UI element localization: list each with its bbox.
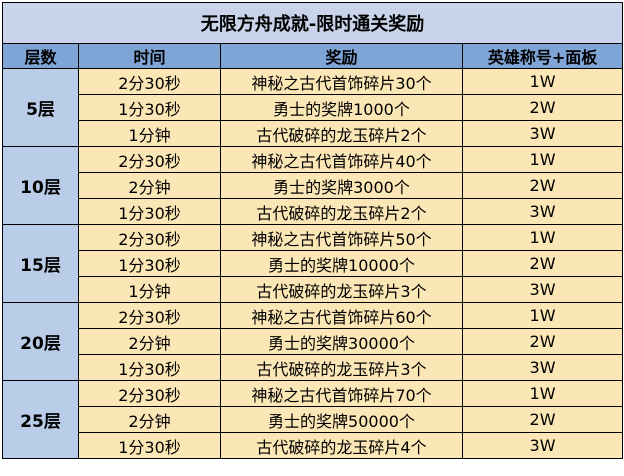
- header-floor: 层数: [2, 43, 79, 69]
- hero-cell: 2W: [461, 172, 624, 199]
- reward-table: 无限方舟成就-限时通关奖励 层数 时间 奖励 英雄称号+面板 5层 2分30秒 神秘…: [1, 2, 624, 459]
- table-row: 15层 2分30秒 神秘之古代首饰碎片50个 1W: [2, 224, 624, 303]
- header-row: 层数 时间 奖励 英雄称号+面板: [2, 43, 624, 69]
- floor-cell: 10层: [2, 146, 79, 225]
- table-row: 1分钟 古代破碎的龙玉碎片2个 3W: [3, 120, 624, 147]
- header-reward: 奖励: [220, 43, 463, 69]
- hero-cell: 1W: [461, 146, 624, 173]
- header-hero: 英雄称号+面板: [461, 43, 624, 69]
- table-row: 1分30秒 古代破碎的龙玉碎片3个 3W: [3, 354, 624, 381]
- reward-cell: 勇士的奖牌10000个: [220, 250, 463, 277]
- reward-cell: 古代破碎的龙玉碎片3个: [220, 276, 463, 303]
- time-cell: 2分30秒: [78, 224, 221, 251]
- time-cell: 1分30秒: [78, 198, 221, 225]
- reward-cell: 勇士的奖牌1000个: [220, 94, 463, 121]
- table-row: 25层 2分30秒 神秘之古代首饰碎片70个 1W: [2, 380, 624, 459]
- table-row: 1分30秒 古代破碎的龙玉碎片4个 3W: [3, 432, 624, 459]
- reward-cell: 神秘之古代首饰碎片60个: [220, 302, 463, 329]
- hero-cell: 2W: [461, 328, 624, 355]
- time-cell: 2分30秒: [78, 68, 221, 95]
- time-cell: 1分30秒: [78, 250, 221, 277]
- time-cell: 1分钟: [78, 120, 221, 147]
- table-row: 10层 2分30秒 神秘之古代首饰碎片40个 1W: [2, 146, 624, 225]
- reward-cell: 勇士的奖牌50000个: [220, 406, 463, 433]
- time-cell: 1分30秒: [78, 354, 221, 381]
- reward-cell: 古代破碎的龙玉碎片2个: [220, 198, 463, 225]
- floor-cell: 5层: [2, 68, 79, 147]
- time-cell: 2分30秒: [78, 146, 221, 173]
- hero-cell: 3W: [461, 276, 624, 303]
- hero-cell: 3W: [461, 198, 624, 225]
- reward-cell: 勇士的奖牌3000个: [220, 172, 463, 199]
- header-time: 时间: [78, 43, 221, 69]
- hero-cell: 3W: [461, 432, 624, 459]
- table-row: 2分钟 勇士的奖牌30000个 2W: [3, 328, 624, 355]
- hero-cell: 2W: [461, 406, 624, 433]
- table-row: 1分30秒 古代破碎的龙玉碎片2个 3W: [3, 198, 624, 225]
- table-row: 5层 2分30秒 神秘之古代首饰碎片30个 1W: [2, 68, 624, 147]
- hero-cell: 1W: [461, 224, 624, 251]
- time-cell: 2分30秒: [78, 302, 221, 329]
- table-row: 1分30秒 勇士的奖牌1000个 2W: [3, 94, 624, 121]
- hero-cell: 2W: [461, 250, 624, 277]
- floor-cell: 15层: [2, 224, 79, 303]
- table-row: 20层 2分30秒 神秘之古代首饰碎片60个 1W: [2, 302, 624, 381]
- table-title: 无限方舟成就-限时通关奖励: [1, 2, 624, 44]
- time-cell: 2分钟: [78, 406, 221, 433]
- reward-cell: 神秘之古代首饰碎片50个: [220, 224, 463, 251]
- floor-cell: 20层: [2, 302, 79, 381]
- reward-cell: 古代破碎的龙玉碎片2个: [220, 120, 463, 147]
- reward-cell: 神秘之古代首饰碎片30个: [220, 68, 463, 95]
- reward-cell: 勇士的奖牌30000个: [220, 328, 463, 355]
- table-body: 5层 2分30秒 神秘之古代首饰碎片30个 1W 1分30秒 勇士的奖牌1000个 2W 1分…: [2, 68, 624, 459]
- reward-cell: 古代破碎的龙玉碎片3个: [220, 354, 463, 381]
- time-cell: 1分30秒: [78, 94, 221, 121]
- hero-cell: 3W: [461, 120, 624, 147]
- table-row: 2分钟 勇士的奖牌50000个 2W: [3, 406, 624, 433]
- reward-cell: 神秘之古代首饰碎片40个: [220, 146, 463, 173]
- table-row: 1分钟 古代破碎的龙玉碎片3个 3W: [3, 276, 624, 303]
- time-cell: 2分钟: [78, 172, 221, 199]
- hero-cell: 3W: [461, 354, 624, 381]
- time-cell: 1分30秒: [78, 432, 221, 459]
- reward-cell: 神秘之古代首饰碎片70个: [220, 380, 463, 407]
- reward-cell: 古代破碎的龙玉碎片4个: [220, 432, 463, 459]
- hero-cell: 1W: [461, 380, 624, 407]
- floor-cell: 25层: [2, 380, 79, 459]
- hero-cell: 1W: [461, 302, 624, 329]
- hero-cell: 2W: [461, 94, 624, 121]
- time-cell: 2分30秒: [78, 380, 221, 407]
- time-cell: 2分钟: [78, 328, 221, 355]
- table-row: 1分30秒 勇士的奖牌10000个 2W: [3, 250, 624, 277]
- hero-cell: 1W: [461, 68, 624, 95]
- table-row: 2分钟 勇士的奖牌3000个 2W: [3, 172, 624, 199]
- time-cell: 1分钟: [78, 276, 221, 303]
